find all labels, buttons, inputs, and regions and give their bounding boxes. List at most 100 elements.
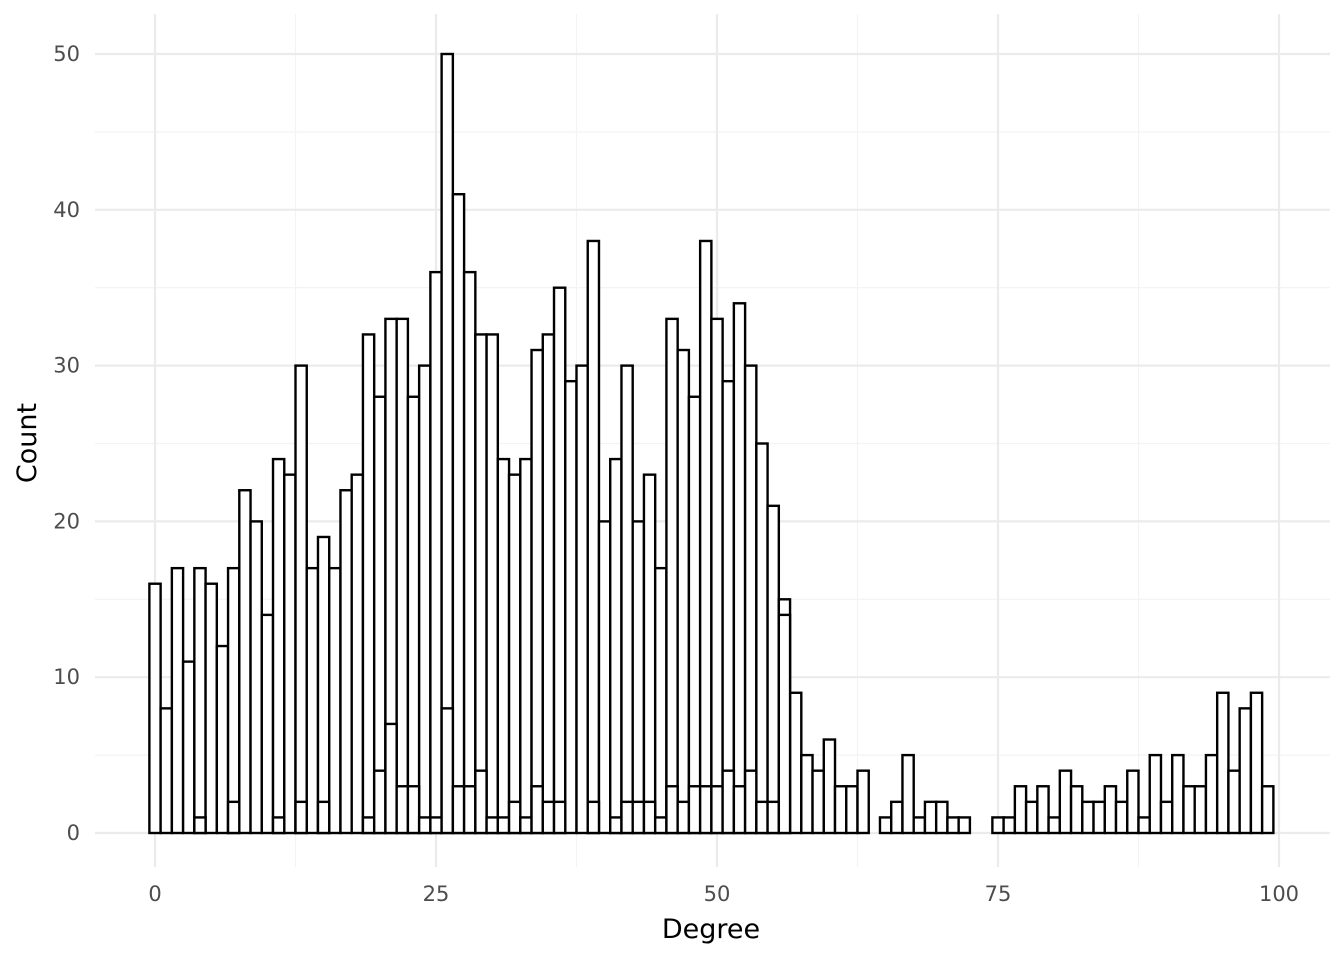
histogram-bar (1182, 785, 1196, 835)
histogram-bar (384, 722, 398, 835)
y-axis-title: Count (12, 403, 43, 483)
histogram-bar (283, 473, 297, 835)
histogram-bars (148, 52, 1275, 835)
x-tick-label: 50 (704, 882, 731, 906)
histogram-bar (417, 816, 432, 835)
histogram-bar (350, 473, 365, 835)
histogram-bar (721, 769, 736, 835)
histogram-bar (316, 800, 331, 835)
histogram-bar (766, 504, 781, 835)
y-tick-label: 40 (53, 198, 80, 222)
histogram-bar (1171, 753, 1185, 835)
histogram-bar (698, 785, 713, 835)
histogram-bar (991, 816, 1005, 835)
histogram-bar (586, 239, 601, 835)
x-tick-label: 0 (148, 882, 161, 906)
histogram-bar (406, 395, 421, 835)
histogram-bar (890, 800, 904, 835)
histogram-bar (800, 753, 814, 835)
histogram-bar (204, 582, 219, 835)
histogram-bar (271, 457, 286, 835)
histogram-bar (462, 270, 477, 835)
histogram-bar (440, 707, 455, 835)
histogram-bar (552, 286, 567, 835)
histogram-bar (507, 473, 522, 835)
histogram-bar (923, 800, 938, 835)
histogram-bar (226, 566, 241, 835)
histogram-bar (1249, 691, 1264, 835)
histogram-bar (519, 816, 533, 835)
histogram-bar (609, 816, 623, 835)
x-axis-title: Degree (662, 914, 760, 945)
histogram-bar (541, 800, 556, 835)
histogram-bar (1103, 785, 1118, 835)
x-tick-label: 25 (423, 882, 450, 906)
histogram-bar (462, 785, 477, 835)
histogram-bar (1227, 769, 1241, 835)
histogram-bar (451, 193, 466, 835)
histogram-bar (1092, 800, 1106, 835)
histogram-bar (687, 395, 702, 835)
histogram-bar (1058, 769, 1073, 835)
histogram-bar (676, 348, 691, 835)
histogram-bar (1193, 785, 1208, 835)
histogram-bar (541, 333, 556, 835)
histogram-bar (474, 333, 488, 835)
y-axis-tick-labels: 0 10 20 30 40 50 (53, 42, 80, 845)
histogram-bar (620, 800, 634, 835)
histogram-bar (710, 317, 724, 835)
histogram-bar (631, 520, 646, 835)
histogram-bar (1036, 785, 1050, 835)
y-tick-label: 20 (53, 509, 80, 533)
histogram-bar (732, 302, 747, 835)
histogram-bar (1159, 800, 1174, 835)
histogram-bar (620, 364, 634, 835)
histogram-bar (1215, 691, 1230, 835)
histogram-bar (642, 800, 657, 835)
histogram-bar (1114, 800, 1129, 835)
histogram-bar (653, 566, 668, 835)
x-axis-tick-labels: 0 25 50 75 100 (148, 882, 1299, 906)
histogram-bar (429, 270, 443, 835)
histogram-bar (822, 738, 837, 835)
histogram-bar (485, 816, 500, 835)
y-tick-label: 50 (53, 42, 80, 66)
histogram-bar (271, 816, 286, 835)
histogram-bar (597, 520, 612, 835)
histogram-bar (226, 800, 241, 835)
histogram-bar (485, 333, 500, 835)
histogram-bar (665, 785, 679, 835)
histogram-bar (372, 769, 387, 835)
histogram-bar (530, 348, 544, 835)
histogram-bar (1081, 800, 1095, 835)
histogram-bar (328, 566, 342, 835)
histogram-bar (238, 489, 252, 835)
histogram-bar (845, 785, 859, 835)
histogram-bar (519, 457, 533, 835)
histogram-bar (1013, 785, 1028, 835)
histogram-bar (530, 785, 544, 835)
histogram-bar (676, 800, 691, 835)
histogram-bar (193, 566, 207, 835)
histogram-bar (474, 769, 488, 835)
histogram-bar (305, 566, 320, 835)
histogram-bar (687, 785, 702, 835)
histogram-bar (1238, 707, 1253, 835)
histogram-bar (395, 785, 410, 835)
histogram-bar (946, 816, 960, 835)
x-tick-label: 100 (1259, 882, 1299, 906)
histogram-bar (1069, 785, 1084, 835)
histogram-bar (631, 800, 646, 835)
histogram-bar (429, 816, 443, 835)
y-tick-label: 0 (67, 821, 80, 845)
histogram-bar (901, 753, 915, 835)
histogram-bar (1204, 753, 1219, 835)
histogram-bar (755, 800, 769, 835)
histogram-bar (1024, 800, 1039, 835)
histogram-bar (698, 239, 713, 835)
histogram-bar (878, 816, 893, 835)
histogram-bar (710, 785, 724, 835)
histogram-bar (575, 364, 589, 835)
histogram-bar (361, 816, 376, 835)
histogram-bar (586, 800, 601, 835)
